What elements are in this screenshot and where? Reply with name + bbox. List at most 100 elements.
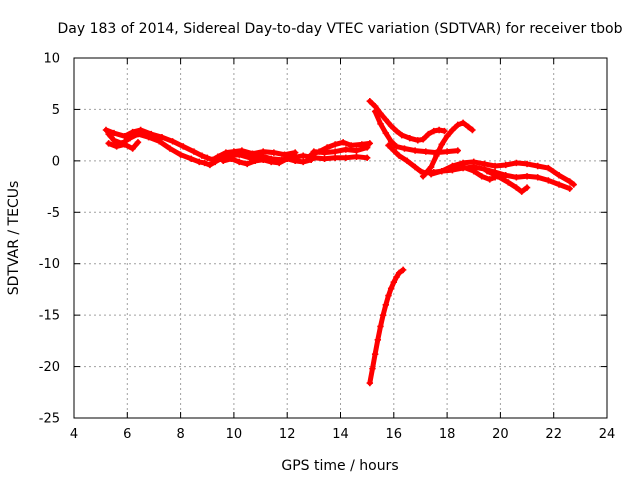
data-point	[566, 178, 573, 185]
data-point	[166, 145, 174, 152]
data-point	[399, 266, 407, 274]
x-tick-label: 22	[545, 427, 562, 442]
data-point	[454, 121, 461, 129]
series-trace	[367, 267, 406, 386]
data-point	[366, 379, 374, 387]
data-point	[435, 126, 443, 134]
data-point	[323, 144, 331, 151]
x-tick-label: 20	[492, 427, 509, 442]
data-point	[110, 137, 118, 144]
data-point	[339, 139, 347, 146]
data-point	[393, 273, 400, 281]
x-tick-label: 14	[332, 427, 349, 442]
data-point	[363, 154, 371, 161]
data-point	[438, 167, 445, 175]
data-point	[121, 132, 128, 140]
data-point	[129, 145, 136, 152]
data-point	[441, 127, 448, 135]
data-point	[382, 301, 390, 309]
data-point	[188, 155, 195, 162]
y-axis-label: SDTVAR / TECUs	[6, 181, 22, 296]
data-point	[555, 181, 563, 188]
data-point	[459, 119, 467, 126]
x-axis-label: GPS time / hours	[281, 458, 398, 474]
data-point	[425, 130, 432, 138]
data-point	[371, 351, 379, 358]
series-trace	[103, 127, 298, 163]
series-trace	[106, 139, 141, 151]
data-point	[331, 141, 339, 148]
data-point	[236, 158, 243, 166]
data-point	[518, 188, 525, 195]
data-point	[220, 157, 227, 165]
data-point	[268, 158, 275, 166]
data-point	[417, 167, 424, 175]
data-point	[291, 149, 299, 156]
data-point	[449, 162, 456, 170]
data-point	[270, 149, 278, 156]
data-point	[387, 138, 395, 145]
series-arc-14	[459, 163, 499, 183]
data-point	[246, 154, 254, 161]
data-point	[523, 173, 531, 180]
data-point	[284, 155, 291, 162]
data-point	[398, 131, 405, 139]
series-arc-12	[427, 158, 577, 188]
data-point	[331, 154, 339, 161]
data-point	[206, 161, 214, 169]
data-point	[148, 130, 155, 138]
data-point	[411, 147, 419, 154]
data-point	[190, 148, 198, 155]
data-point	[121, 141, 128, 148]
data-point	[249, 150, 256, 157]
data-point	[449, 126, 456, 134]
data-point	[379, 311, 387, 319]
series-arc-7	[366, 266, 407, 387]
data-point	[438, 141, 445, 148]
data-point	[201, 159, 208, 167]
data-point	[454, 147, 461, 154]
data-point	[393, 143, 400, 150]
data-point	[465, 123, 472, 131]
data-point	[387, 122, 395, 130]
data-point	[156, 138, 163, 145]
data-point	[321, 149, 328, 156]
chart-title: Day 183 of 2014, Sidereal Day-to-day VTE…	[57, 21, 622, 37]
x-tick-label: 4	[70, 427, 78, 442]
data-point	[570, 181, 577, 188]
y-tick-label: -15	[39, 309, 60, 324]
data-point	[387, 285, 395, 292]
data-point	[209, 156, 216, 164]
data-point	[406, 135, 413, 142]
data-point	[443, 148, 451, 155]
data-point	[414, 137, 421, 144]
data-point	[377, 120, 384, 128]
data-point	[411, 163, 419, 171]
x-tick-label: 8	[176, 427, 184, 442]
series-arc-3	[105, 139, 142, 152]
data-point	[353, 153, 360, 160]
data-point	[523, 184, 531, 191]
data-point	[470, 167, 477, 175]
data-point	[158, 134, 166, 141]
y-tick-label: -10	[39, 257, 60, 272]
data-point	[534, 162, 541, 170]
data-point	[430, 127, 437, 135]
data-point	[276, 159, 283, 167]
series-trace	[420, 120, 475, 179]
grid	[74, 58, 607, 418]
data-point	[180, 143, 187, 150]
data-point	[385, 142, 392, 149]
y-tick-label: 10	[43, 52, 60, 67]
data-point	[342, 146, 350, 153]
data-point	[393, 127, 400, 135]
data-point	[566, 185, 573, 192]
data-point	[230, 148, 238, 155]
y-tick-label: -25	[39, 412, 60, 427]
data-point	[395, 152, 403, 159]
axis-ticks: 4 6 8 10 12 14 16 18 20 22 24 -25 -20 -15 -10 -5 0 5 10	[39, 52, 616, 443]
data-point	[433, 152, 440, 159]
data-point	[382, 116, 390, 123]
series-arc-11	[419, 119, 476, 180]
